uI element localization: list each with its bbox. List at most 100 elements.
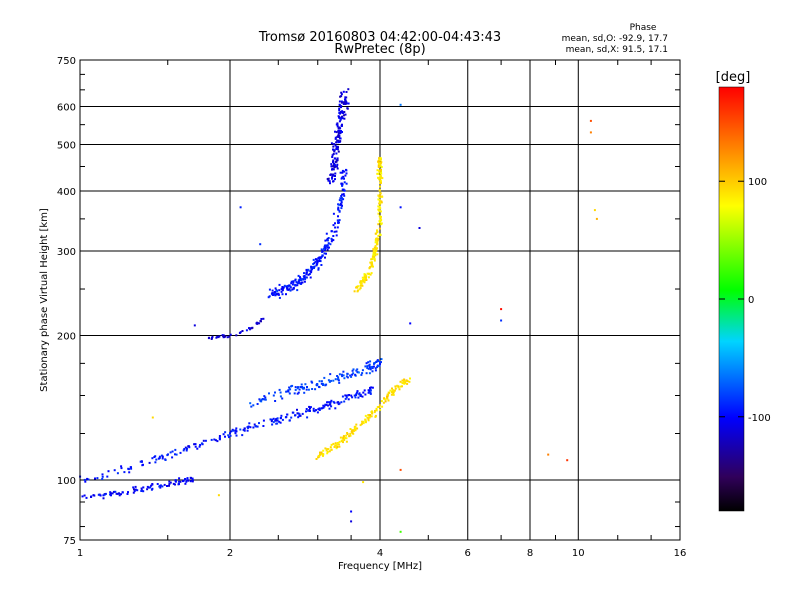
trace-point: [271, 293, 274, 296]
trace-point: [336, 219, 339, 222]
trace-point: [142, 486, 145, 489]
trace-point: [380, 358, 383, 361]
y-axis-label: Stationary phase Virtual Height [km]: [39, 208, 50, 392]
trace-point: [356, 427, 359, 430]
trace-point: [374, 369, 377, 372]
trace-point: [320, 451, 323, 454]
scatter-point: [595, 217, 598, 220]
trace-point: [343, 439, 346, 441]
y-tick-label: 600: [57, 103, 76, 114]
trace-point: [335, 160, 338, 163]
trace-point: [169, 481, 172, 484]
trace-point: [370, 366, 373, 369]
plot-frame: [79, 59, 681, 541]
trace-point: [379, 172, 382, 175]
trace-point: [368, 363, 371, 366]
trace-point: [335, 159, 338, 162]
trace-point: [112, 490, 115, 493]
trace-point: [250, 405, 253, 408]
trace-point: [332, 442, 335, 445]
trace-point: [345, 375, 348, 378]
trace-point: [249, 426, 252, 429]
trace-point: [268, 288, 271, 291]
y-tick-label: 500: [57, 141, 76, 152]
trace-point: [382, 401, 385, 404]
trace-point: [308, 273, 311, 275]
trace-point: [371, 410, 373, 413]
trace-point: [344, 113, 347, 116]
trace-point: [315, 409, 317, 412]
trace-point: [261, 398, 264, 400]
trace-point: [377, 163, 380, 166]
trace-point: [322, 449, 325, 452]
trace-point: [345, 168, 347, 171]
trace-point: [343, 400, 346, 403]
trace-point: [320, 382, 323, 385]
trace-point: [294, 283, 297, 286]
trace-point: [318, 407, 321, 410]
trace-point: [399, 385, 402, 388]
trace-point: [338, 381, 341, 384]
trace-point: [296, 284, 299, 287]
trace-point: [246, 429, 249, 432]
trace-point: [292, 411, 295, 414]
trace-point: [321, 250, 324, 253]
trace-point: [140, 489, 143, 492]
trace-point: [288, 386, 291, 389]
trace-point: [251, 326, 254, 329]
trace-point: [239, 331, 242, 334]
trace-point: [290, 385, 292, 388]
trace-point: [97, 493, 100, 496]
trace-point: [374, 239, 377, 241]
trace-point: [389, 389, 392, 392]
trace-point: [130, 467, 133, 470]
trace-point: [354, 396, 357, 399]
trace-point: [132, 486, 135, 489]
trace-point: [299, 386, 302, 388]
trace-point: [350, 375, 353, 378]
trace-point: [335, 234, 338, 237]
trace-point: [374, 246, 377, 249]
trace-point: [322, 453, 325, 456]
trace-point: [186, 477, 189, 480]
trace-point: [309, 407, 311, 410]
trace-point: [174, 479, 177, 482]
trace-point: [168, 484, 170, 487]
scatter-point: [418, 227, 421, 229]
trace-point: [384, 400, 387, 403]
scatter-point: [566, 459, 569, 462]
trace-point: [376, 243, 379, 246]
trace-point: [364, 393, 367, 396]
trace-point: [210, 438, 213, 441]
trace-point: [341, 110, 344, 113]
trace-point: [167, 453, 169, 456]
trace-point: [349, 374, 352, 377]
trace-point: [294, 388, 297, 391]
trace-point: [355, 394, 358, 396]
trace-point: [278, 420, 281, 423]
trace-point: [378, 189, 381, 192]
trace-point: [333, 150, 336, 153]
trace-point: [361, 284, 364, 287]
trace-point: [379, 192, 382, 195]
trace-point: [161, 457, 164, 460]
trace-point: [287, 389, 290, 392]
trace-point: [360, 423, 363, 426]
trace-point: [368, 372, 371, 375]
trace-point: [171, 456, 174, 459]
trace-point: [185, 480, 188, 483]
trace-point: [133, 488, 135, 491]
trace-point: [341, 440, 343, 443]
trace-point: [133, 490, 136, 493]
trace-point: [279, 395, 282, 398]
trace-point: [374, 415, 377, 418]
trace-point: [379, 202, 381, 204]
trace-point: [254, 425, 257, 428]
trace-point: [329, 182, 331, 185]
trace-point: [375, 407, 378, 410]
trace-point: [364, 277, 367, 280]
trace-point: [393, 389, 396, 392]
trace-point: [291, 283, 294, 286]
trace-point: [341, 101, 343, 104]
trace-point: [334, 226, 337, 229]
